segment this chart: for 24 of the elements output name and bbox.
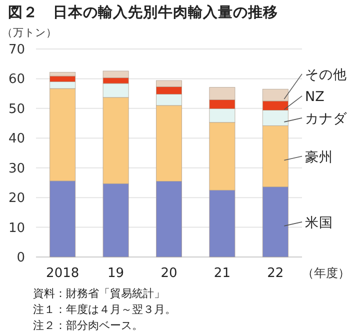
- y-tick-label: 30: [8, 161, 25, 176]
- y-tick-label: 10: [8, 220, 25, 236]
- x-tick-label: 22: [267, 266, 284, 281]
- series-label: カナダ: [305, 110, 348, 127]
- y-tick-label: 0: [16, 250, 25, 266]
- series-label: 豪州: [305, 149, 333, 166]
- series-label: NZ: [305, 88, 324, 105]
- text: 注１：年度は４月～翌３月。: [33, 303, 176, 316]
- text: 注２：部分肉ベース。: [33, 319, 143, 332]
- x-tick-label: 21: [214, 266, 230, 281]
- series-label: その他: [305, 66, 347, 83]
- y-tick-label: 40: [8, 132, 25, 147]
- y-tick-label: 60: [8, 72, 25, 88]
- series-label: 米国: [305, 214, 333, 231]
- y-tick-label: 20: [8, 191, 25, 206]
- chart-title: 図２ 日本の輸入先別牛肉輸入量の推移: [8, 4, 278, 21]
- y-tick-label: 70: [8, 42, 25, 58]
- y-tick-label: 50: [8, 102, 25, 117]
- x-tick-label: 19: [108, 266, 124, 281]
- text: 資料：財務省「貿易統計」: [33, 287, 165, 300]
- x-axis-title: （年度）: [302, 266, 350, 280]
- y-axis-title: （万トン）: [2, 27, 57, 39]
- x-tick-label: 2018: [46, 266, 80, 281]
- x-tick-label: 20: [160, 266, 178, 281]
